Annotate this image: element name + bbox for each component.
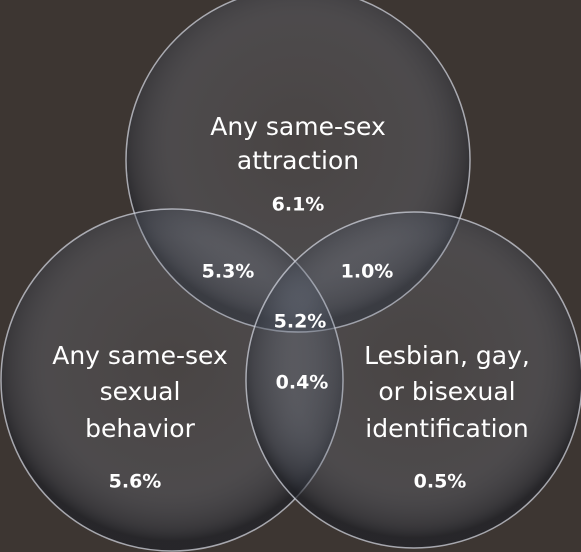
set-label: or bisexual <box>378 377 515 406</box>
set-label: sexual <box>100 377 181 406</box>
set-value: 5.6% <box>109 471 162 493</box>
set-value: 0.5% <box>414 471 467 493</box>
set-label: attraction <box>237 146 359 175</box>
set-value: 6.1% <box>272 194 325 216</box>
set-label: identification <box>365 414 529 443</box>
overlap-value: 5.3% <box>202 261 255 283</box>
circle-identification <box>245 211 581 549</box>
set-label: Lesbian, gay, <box>364 341 530 370</box>
overlap-value: 0.4% <box>276 372 329 394</box>
set-label: Any same-sex <box>210 112 386 141</box>
set-label: Any same-sex <box>52 341 228 370</box>
overlap-value: 5.2% <box>274 311 327 333</box>
overlap-value: 1.0% <box>341 261 394 283</box>
set-label: behavior <box>85 414 195 443</box>
